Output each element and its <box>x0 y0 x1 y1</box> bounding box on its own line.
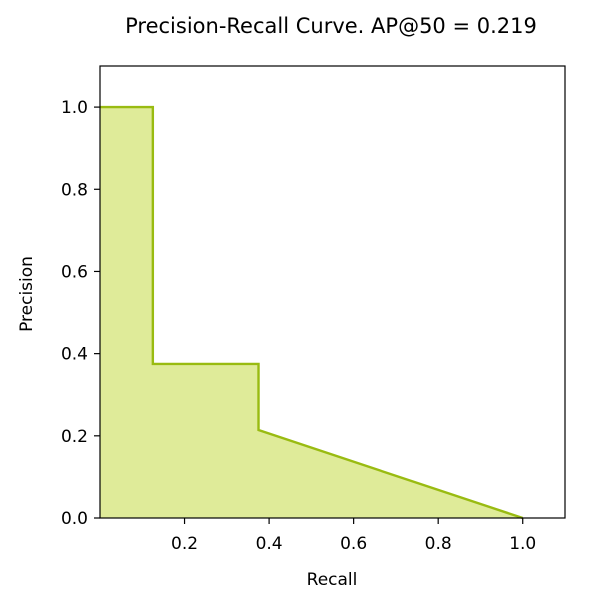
y-axis-label: Precision <box>17 256 37 332</box>
y-tick-label: 0.6 <box>61 262 88 282</box>
x-tick-label: 0.2 <box>171 534 198 554</box>
x-axis-label: Recall <box>307 570 358 590</box>
x-tick-label: 0.4 <box>256 534 283 554</box>
x-tick-label: 0.8 <box>425 534 452 554</box>
plot-frame <box>99 65 566 519</box>
pr-area-fill <box>100 107 523 518</box>
y-tick-label: 1.0 <box>61 98 88 118</box>
plot-area <box>100 105 524 520</box>
x-tick-label: 1.0 <box>509 534 536 554</box>
y-tick-label: 0.4 <box>61 345 88 365</box>
x-axis: 0.2 0.4 0.6 0.8 1.0 <box>171 518 536 554</box>
y-axis: 0.0 0.2 0.4 0.6 0.8 1.0 <box>61 98 100 529</box>
chart-title: Precision-Recall Curve. AP@50 = 0.219 <box>125 14 537 38</box>
y-tick-label: 0.2 <box>61 427 88 447</box>
y-tick-label: 0.8 <box>61 180 88 200</box>
x-tick-label: 0.6 <box>340 534 367 554</box>
y-tick-label: 0.0 <box>61 509 88 529</box>
pr-curve-line <box>100 105 524 520</box>
